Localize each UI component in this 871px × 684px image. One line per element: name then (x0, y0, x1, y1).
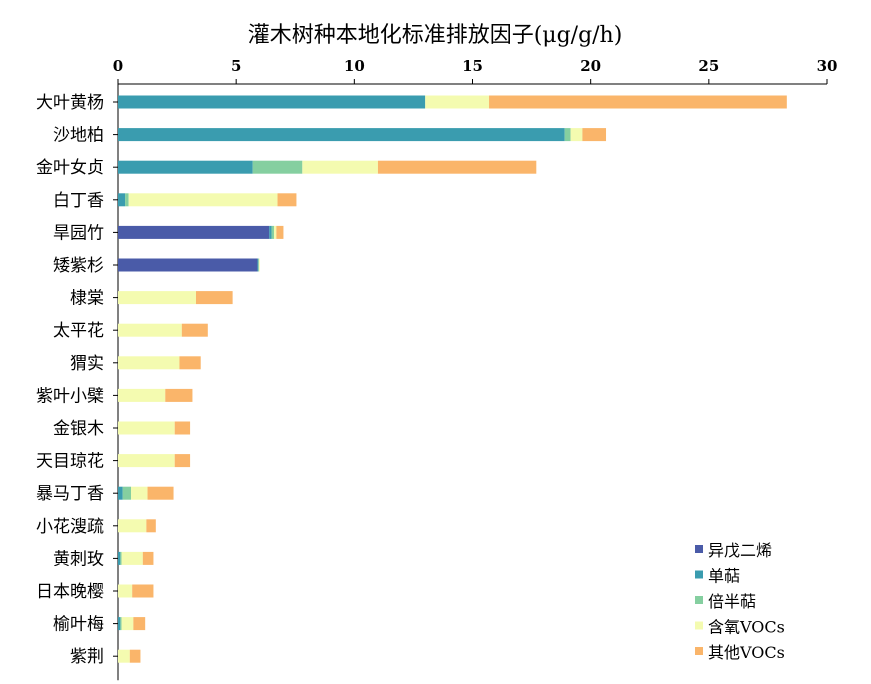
legend-label: 异戊二烯 (708, 541, 772, 560)
x-tick-label: 10 (344, 57, 365, 75)
legend-label: 单萜 (708, 567, 740, 586)
bar-segment (165, 388, 193, 402)
category-label: 日本晚樱 (36, 582, 104, 602)
legend-label: 倍半萜 (708, 592, 756, 611)
bar-segment (118, 584, 133, 598)
legend-swatch (695, 621, 703, 630)
bar-segment (120, 551, 122, 565)
bar-segment (118, 291, 196, 305)
bar-segment (118, 323, 182, 337)
category-label: 紫叶小檗 (36, 386, 104, 406)
bar-segment (147, 486, 174, 500)
category-label: 天目琼花 (36, 452, 104, 472)
bar-segment (425, 95, 490, 109)
bar-segment (142, 551, 154, 565)
category-label: 金银木 (53, 419, 104, 439)
bar-segment (252, 160, 303, 174)
bar-segment (128, 193, 278, 207)
bar-segment (132, 584, 154, 598)
bar-segment (118, 519, 147, 533)
bar-segment (273, 225, 277, 239)
category-label: 棣棠 (70, 289, 104, 309)
category-label: 白丁香 (53, 191, 104, 211)
bar-segment (271, 225, 274, 239)
bar-segment (174, 421, 191, 435)
bar-segment (181, 323, 208, 337)
bar-segment (118, 225, 270, 239)
legend-swatch (695, 545, 703, 553)
bar-segment (130, 486, 148, 500)
bar-segment (118, 356, 180, 370)
bar-segment (121, 617, 134, 631)
category-label: 太平花 (53, 321, 104, 341)
bar-segment (269, 225, 272, 239)
bar-segment (118, 421, 175, 435)
category-label: 矮紫杉 (53, 256, 104, 276)
category-label: 榆叶梅 (53, 615, 104, 635)
bar-segment (118, 649, 130, 663)
bar-segment (120, 617, 122, 631)
category-label: 暴马丁香 (36, 484, 104, 504)
bar-segment (174, 454, 191, 468)
bar-segment (129, 649, 141, 663)
x-tick-label: 15 (462, 57, 483, 75)
category-label: 旱园竹 (53, 223, 104, 243)
bar-segment (276, 225, 284, 239)
x-tick-label: 20 (580, 57, 601, 75)
bar-segment (118, 617, 121, 631)
bar-segment (121, 551, 143, 565)
bar-segment (118, 160, 253, 174)
x-tick-label: 30 (817, 57, 838, 75)
bar-segment (118, 128, 565, 142)
category-labels: 大叶黄杨沙地柏金叶女贞白丁香旱园竹矮紫杉棣棠太平花猬实紫叶小檗金银木天目琼花暴马… (36, 93, 104, 667)
bar-segment (302, 160, 378, 174)
bar-segment (195, 291, 233, 305)
legend-label: 含氧VOCs (708, 618, 785, 637)
category-label: 黄刺玫 (53, 549, 104, 569)
bar-segment (146, 519, 156, 533)
legend-label: 其他VOCs (708, 643, 785, 662)
bars-layer (118, 95, 787, 663)
bar-segment (133, 617, 146, 631)
axis-layer: 0 5 10 15 20 25 30 (113, 57, 838, 681)
bar-segment (118, 551, 121, 565)
bar-segment (257, 258, 259, 272)
bar-segment (125, 193, 129, 207)
bar-segment (377, 160, 537, 174)
x-tick-label: 5 (231, 57, 241, 75)
bar-segment (118, 258, 258, 272)
bar-segment (564, 128, 571, 142)
legend-swatch (695, 596, 703, 604)
bar-segment (179, 356, 201, 370)
bar-segment (489, 95, 787, 109)
legend-swatch (695, 647, 703, 655)
bar-segment (258, 258, 260, 272)
bar-segment (122, 486, 131, 500)
x-tick-label: 25 (698, 57, 719, 75)
bar-segment (118, 193, 126, 207)
bar-segment (118, 486, 123, 500)
category-label: 紫荆 (70, 647, 104, 667)
category-label: 小花溲疏 (36, 517, 104, 537)
category-label: 大叶黄杨 (36, 93, 104, 113)
category-label: 猬实 (70, 354, 104, 374)
bar-segment (582, 128, 607, 142)
bar-segment (570, 128, 583, 142)
legend-swatch (695, 570, 703, 579)
bar-segment (118, 95, 426, 109)
bar-segment (118, 454, 175, 468)
bar-segment (277, 193, 297, 207)
chart-title: 灌木树种本地化标准排放因子(μg/g/h) (248, 23, 623, 48)
x-tick-label: 0 (113, 57, 123, 75)
category-label: 金叶女贞 (36, 158, 104, 178)
bar-segment (118, 388, 166, 402)
category-label: 沙地柏 (53, 126, 104, 146)
